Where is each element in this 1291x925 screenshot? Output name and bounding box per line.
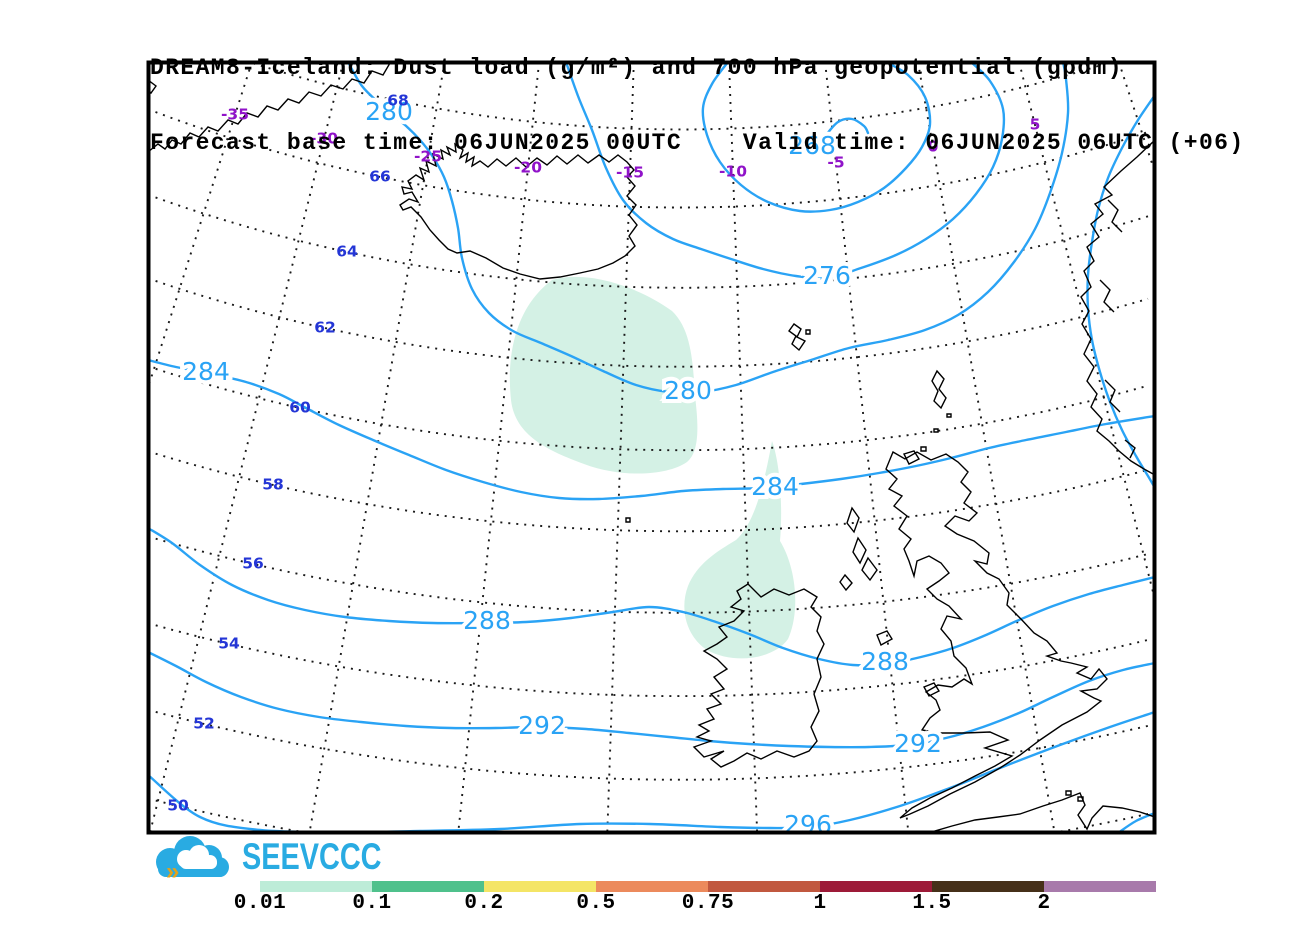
contour-label-280: 280 <box>664 376 712 405</box>
contour-line-292 <box>150 651 1153 749</box>
coastline-iceland <box>399 142 638 280</box>
lat-label-56: 56 <box>242 555 264 573</box>
lat-label-62: 62 <box>314 319 336 337</box>
contour-label-288: 288 <box>463 606 511 635</box>
cloud-logo-icon: » <box>156 836 229 883</box>
contour-label-268: 268 <box>788 131 836 160</box>
map-subtitle: Forecast base time: 06JUN2025 00UTC Vali… <box>150 130 1245 156</box>
coastline-norway <box>1080 140 1153 475</box>
parallel-52 <box>150 709 1149 781</box>
map-title: DREAM8-Iceland: Dust load (g/m²) and 700… <box>150 55 1123 81</box>
lon-label--10: -10 <box>719 163 747 181</box>
contour-label-284: 284 <box>182 357 230 386</box>
lat-label-50: 50 <box>167 797 189 815</box>
colorbar-label-1.5: 1.5 <box>912 892 951 915</box>
meridian-3 <box>457 64 540 831</box>
lon-label--30: -30 <box>310 130 338 148</box>
lat-label-58: 58 <box>262 476 284 494</box>
dust-load-colorbar: 0.01 0.1 0.2 0.5 0.75 1 1.5 2 <box>234 881 1156 915</box>
contour-label-284: 284 <box>751 472 799 501</box>
parallel-66 <box>150 108 1149 209</box>
parallel-54 <box>150 622 1149 698</box>
parallel-68 <box>252 64 1108 131</box>
contour-label-296: 296 <box>784 810 832 839</box>
lat-label-52: 52 <box>193 715 215 733</box>
coastline-norway-fjords <box>1099 199 1136 459</box>
colorbar-segment-1.5 <box>932 881 1044 892</box>
header: DREAM8-Iceland: Dust load (g/m²) and 700… <box>150 6 1245 181</box>
coastline-ireland <box>692 583 825 768</box>
dust-regions <box>509 276 796 659</box>
lat-label-66: 66 <box>369 168 391 186</box>
coastlines <box>150 64 1153 831</box>
coastline-shetland <box>931 369 952 433</box>
lon-label--20: -20 <box>514 159 542 177</box>
colorbar-segment-0.1 <box>372 881 484 892</box>
colorbar-segment-1 <box>820 881 932 892</box>
lat-label-60: 60 <box>289 399 311 417</box>
dust-region-south-of-iceland <box>509 276 698 474</box>
lat-label-68: 68 <box>387 92 409 110</box>
contour-line-296 <box>150 711 1153 831</box>
coastline-greenland <box>150 64 391 152</box>
contour-label-276: 276 <box>803 261 851 290</box>
coastline-britain <box>885 450 1108 819</box>
contour-line-280 <box>347 64 1070 395</box>
seevccc-logo: » SEEVCCC <box>148 835 421 883</box>
meridian-6 <box>824 64 910 831</box>
coastline-channel-islands <box>1065 790 1084 802</box>
coastline-orkney <box>903 446 927 465</box>
lat-label-54: 54 <box>218 635 240 653</box>
meridian-5 <box>728 64 759 831</box>
colorbar-segment-2 <box>1044 881 1156 892</box>
coastline-hebrides <box>839 506 878 592</box>
contour-line-innermost <box>824 117 870 137</box>
lon-label-0: 0 <box>928 138 939 156</box>
contour-line-288 <box>150 527 1153 667</box>
coastline-france <box>932 792 1153 831</box>
parallel-56 <box>150 536 1149 614</box>
contour-label-292: 292 <box>518 711 566 740</box>
colorbar-label-0.01: 0.01 <box>234 892 286 915</box>
colorbar-segment-0.01 <box>260 881 372 892</box>
meridian-4 <box>606 64 635 831</box>
colorbar-label-0.1: 0.1 <box>352 892 391 915</box>
contour-label-280: 280 <box>365 97 413 126</box>
coastline-isle-of-man <box>876 630 893 646</box>
colorbar-segment-0.75 <box>708 881 820 892</box>
map-frame <box>146 60 1157 835</box>
coastline-rockall-islet <box>625 517 631 523</box>
geopotential-contours <box>150 64 1153 831</box>
chevron-icon: » <box>166 858 179 883</box>
contour-line-268 <box>701 64 932 213</box>
coastline-greenland-island <box>150 80 157 95</box>
cloud-icon: » <box>156 836 229 883</box>
colorbar-segment-0.5 <box>596 881 708 892</box>
coastline-faroe-islands <box>788 323 811 352</box>
lon-label-5: 5 <box>1030 116 1041 134</box>
contour-label-288: 288 <box>861 647 909 676</box>
coastline-anglesey <box>923 682 941 697</box>
contour-line-corner <box>1118 812 1153 831</box>
map-labels: 268 276 280 280 284 284 288 288 292 292 296 68 66 64 6… <box>167 92 1041 844</box>
logo-text: SEEVCCC <box>242 836 382 877</box>
colorbar-label-0.5: 0.5 <box>576 892 615 915</box>
lon-label--35: -35 <box>221 106 249 124</box>
colorbar-label-0.2: 0.2 <box>464 892 503 915</box>
colorbar-label-2: 2 <box>1037 892 1050 915</box>
colorbar-label-1: 1 <box>813 892 826 915</box>
colorbar-label-0.75: 0.75 <box>682 892 734 915</box>
lon-label--5: -5 <box>827 154 844 172</box>
lon-label--25: -25 <box>414 148 442 166</box>
lon-label--15: -15 <box>616 164 644 182</box>
graticule <box>150 64 1153 831</box>
lat-label-64: 64 <box>336 243 358 261</box>
colorbar-segment-0.2 <box>484 881 596 892</box>
contour-label-292: 292 <box>894 729 942 758</box>
contour-line-276 <box>565 64 1006 280</box>
contour-line-284 <box>150 359 1153 501</box>
dust-region-west-of-ireland <box>684 441 796 659</box>
